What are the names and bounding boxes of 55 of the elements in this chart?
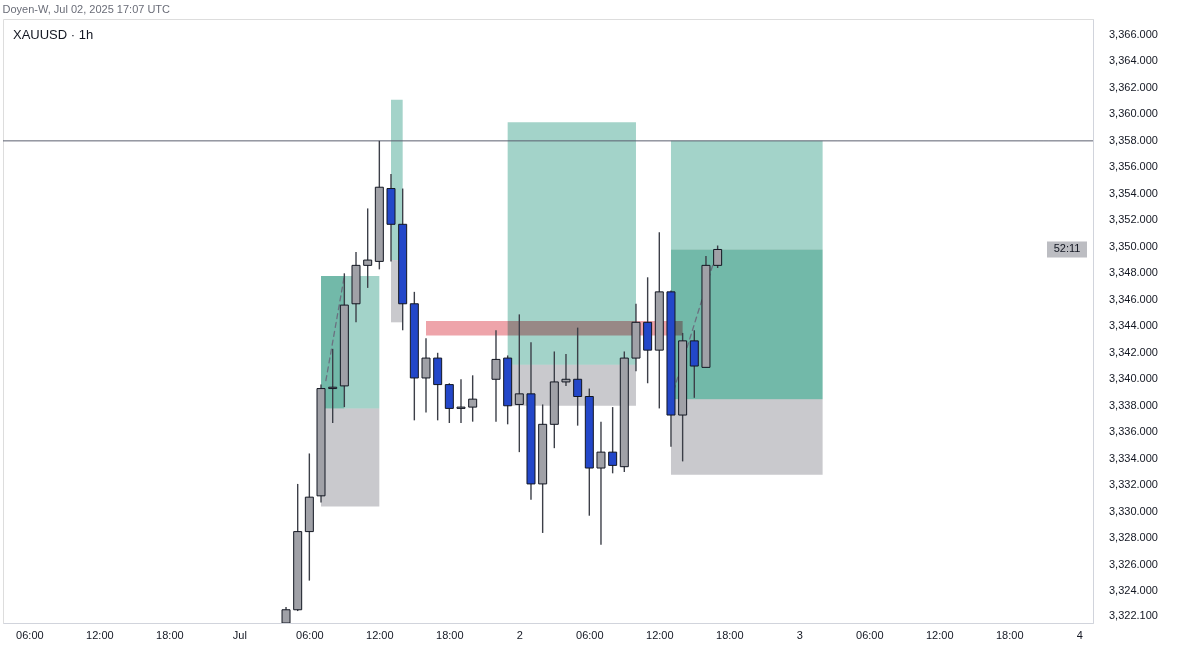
y-tick-label: 3,336.000 bbox=[1109, 425, 1158, 438]
x-tick-label: 06:00 bbox=[856, 628, 884, 641]
y-tick-label: 3,324.000 bbox=[1109, 584, 1158, 597]
x-tick-label: 12:00 bbox=[366, 628, 394, 641]
text: Doyen-W, Jul 02, 2025 17:07 UTC bbox=[2, 3, 171, 15]
candlestick bbox=[713, 244, 723, 269]
y-tick-label: 3,322.100 bbox=[1109, 609, 1158, 622]
y-tick-label: 3,356.000 bbox=[1109, 160, 1158, 173]
y-tick-label: 3,328.000 bbox=[1109, 531, 1158, 544]
x-tick-label: 4 bbox=[1076, 628, 1083, 641]
x-tick-label: 06:00 bbox=[576, 628, 604, 641]
candlestick bbox=[468, 374, 478, 423]
x-tick-label: 12:00 bbox=[646, 628, 674, 641]
y-tick-label: 3,366.000 bbox=[1109, 27, 1158, 40]
y-tick-label: 3,340.000 bbox=[1109, 372, 1158, 385]
x-tick-label: 18:00 bbox=[436, 628, 464, 641]
y-tick-label: 3,354.000 bbox=[1109, 186, 1158, 199]
candlestick bbox=[573, 326, 583, 427]
x-tick-label: 18:00 bbox=[995, 628, 1024, 641]
text: XAUUSD · 1h bbox=[13, 27, 94, 42]
x-tick-label: 18:00 bbox=[716, 628, 744, 641]
y-tick-label: 3,346.000 bbox=[1109, 292, 1158, 305]
y-tick-label: 3,332.000 bbox=[1109, 478, 1158, 491]
x-tick-label: Jul bbox=[232, 628, 247, 641]
y-tick-label: 3,360.000 bbox=[1109, 107, 1158, 120]
y-tick-label: 3,344.000 bbox=[1109, 319, 1158, 332]
y-tick-label: 3,334.000 bbox=[1109, 451, 1158, 464]
candlestick bbox=[328, 348, 338, 424]
annotation: 52:11 bbox=[1053, 242, 1081, 255]
candlestick bbox=[444, 382, 454, 424]
candlestick bbox=[608, 406, 618, 475]
y-tick-label: 3,338.000 bbox=[1109, 398, 1158, 411]
x-tick-label: 2 bbox=[516, 628, 523, 641]
candlestick bbox=[491, 329, 501, 423]
y-tick-label: 3,348.000 bbox=[1109, 266, 1158, 279]
y-tick-label: 3,352.000 bbox=[1109, 213, 1158, 226]
y-tick-label: 3,330.000 bbox=[1109, 504, 1158, 517]
y-tick-label: 3,362.000 bbox=[1109, 80, 1158, 93]
candlestick bbox=[561, 353, 571, 387]
x-tick-label: 12:00 bbox=[86, 628, 114, 641]
x-tick-label: 18:00 bbox=[156, 628, 184, 641]
y-tick-label: 3,358.000 bbox=[1109, 133, 1158, 146]
candlestick bbox=[456, 378, 466, 424]
x-tick-label: 12:00 bbox=[926, 628, 954, 641]
x-tick-label: 3 bbox=[796, 628, 803, 641]
candlestick bbox=[421, 337, 431, 414]
x-tick-label: 06:00 bbox=[296, 628, 324, 641]
candlestick bbox=[363, 207, 373, 289]
candlestick bbox=[514, 313, 524, 453]
y-tick-label: 3,350.000 bbox=[1109, 239, 1158, 252]
y-tick-label: 3,364.000 bbox=[1109, 54, 1158, 67]
y-tick-label: 3,342.000 bbox=[1109, 345, 1158, 358]
candlestick bbox=[596, 420, 606, 546]
x-tick-label: 06:00 bbox=[16, 628, 44, 641]
y-tick-label: 3,326.000 bbox=[1109, 557, 1158, 570]
